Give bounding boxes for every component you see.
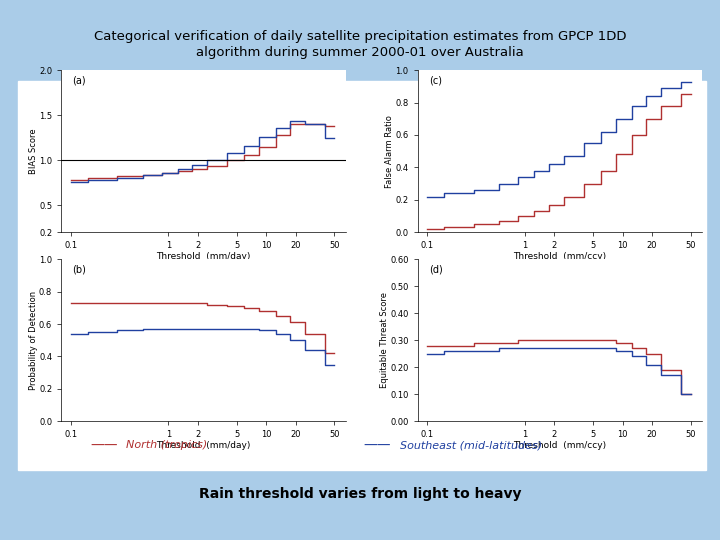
- Text: ——: ——: [90, 438, 117, 453]
- Text: algorithm during summer 2000-01 over Australia: algorithm during summer 2000-01 over Aus…: [196, 46, 524, 59]
- Text: Rain threshold varies from light to heavy: Rain threshold varies from light to heav…: [199, 487, 521, 501]
- Text: (b): (b): [73, 264, 86, 274]
- Y-axis label: False Alarm Ratio: False Alarm Ratio: [385, 115, 394, 187]
- Text: (d): (d): [429, 264, 443, 274]
- Y-axis label: Probability of Detection: Probability of Detection: [29, 291, 37, 390]
- X-axis label: Threshold  (mm/ccy): Threshold (mm/ccy): [513, 441, 606, 450]
- X-axis label: Threshold  (mm/ccy): Threshold (mm/ccy): [513, 252, 606, 261]
- Text: North (tropics): North (tropics): [126, 441, 207, 450]
- Text: ——: ——: [364, 438, 391, 453]
- Text: (a): (a): [73, 75, 86, 85]
- Y-axis label: BIAS Score: BIAS Score: [29, 129, 37, 174]
- Text: Southeast (mid-latitudes): Southeast (mid-latitudes): [400, 441, 541, 450]
- Y-axis label: Equitable Threat Score: Equitable Threat Score: [379, 292, 389, 388]
- X-axis label: Threshold  (mm/day): Threshold (mm/day): [156, 441, 251, 450]
- Text: Categorical verification of daily satellite precipitation estimates from GPCP 1D: Categorical verification of daily satell…: [94, 30, 626, 43]
- X-axis label: Threshold  (mm/day): Threshold (mm/day): [156, 252, 251, 261]
- Text: (c): (c): [429, 75, 442, 85]
